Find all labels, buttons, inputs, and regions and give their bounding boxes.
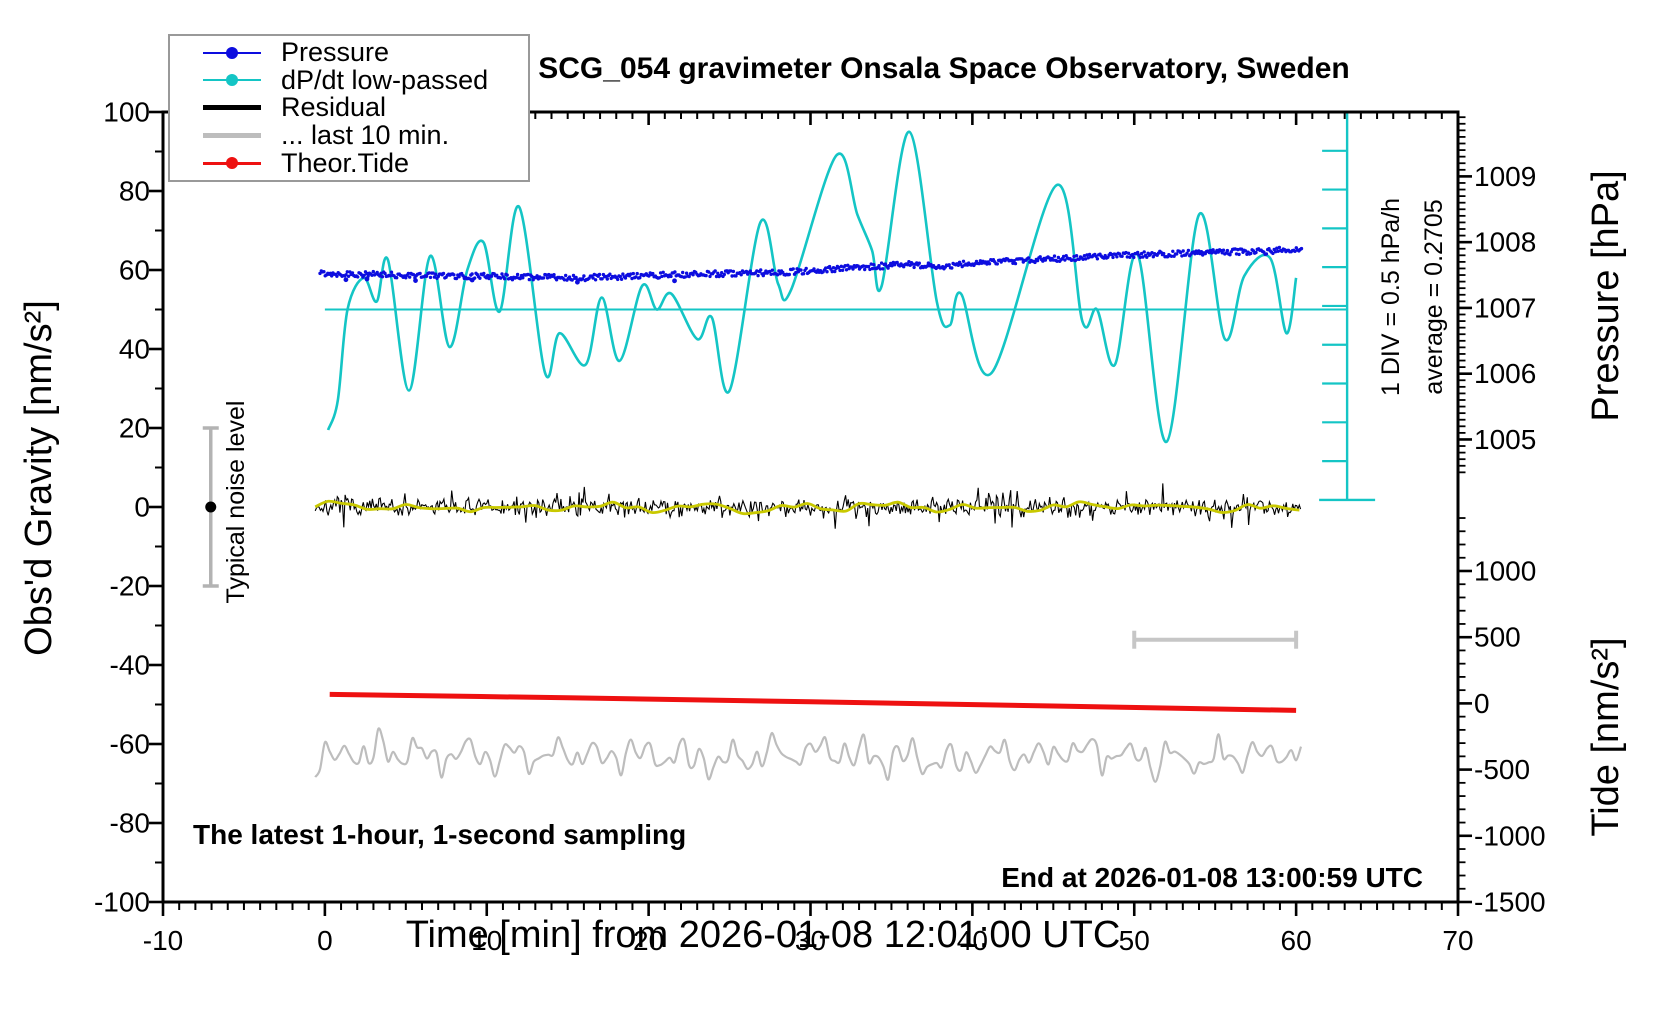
pressure-outlier-dot — [469, 277, 475, 283]
gravity-tick-label: -20 — [110, 571, 150, 602]
pressure-curve — [318, 245, 1304, 283]
legend-item-pressure: Pressure — [170, 37, 528, 68]
x-axis-title: Time [min] from 2026-01-08 12:01:00 UTC — [405, 914, 1121, 956]
pressure-tick-label: 1005 — [1474, 424, 1536, 455]
legend-item-last10: ... last 10 min. — [170, 120, 528, 151]
last10-trace — [314, 727, 1303, 783]
gravity-tick-label: 0 — [134, 492, 150, 523]
dpdt-curve — [326, 130, 1298, 444]
average-label: average = 0.2705 — [1419, 199, 1448, 395]
sampling-note: The latest 1-hour, 1-second sampling — [193, 819, 687, 850]
tide-tick-label: -500 — [1474, 754, 1530, 785]
theortide-line-swatch — [203, 157, 261, 170]
dpdt-line-swatch — [203, 74, 261, 87]
legend-label: Residual — [281, 92, 387, 123]
noise-level-label: Typical noise level — [221, 400, 250, 604]
theortide-dot-icon — [226, 157, 238, 170]
x-tick-label: 70 — [1442, 925, 1473, 956]
gravity-tick-label: 20 — [119, 413, 150, 444]
x-tick-label: 40 — [957, 925, 988, 956]
legend-item-dpdt: dP/dt low-passed — [170, 64, 528, 95]
tide-tick-label: -1500 — [1474, 887, 1546, 918]
pressure-dot-icon — [226, 46, 238, 59]
pressure-outlier-dot — [575, 279, 580, 285]
gravity-tick-label: 60 — [119, 255, 150, 286]
gravity-tick-label: -80 — [110, 808, 150, 839]
tide-tick-label: -1000 — [1474, 820, 1546, 851]
pressure-line-swatch — [203, 46, 261, 59]
gravity-tick-label: -60 — [110, 729, 150, 760]
chart-title: SCG_054 gravimeter Onsala Space Observat… — [538, 52, 1350, 85]
x-tick-label: 0 — [317, 925, 333, 956]
gravity-tick-label: 80 — [119, 176, 150, 207]
legend-label: ... last 10 min. — [281, 120, 450, 151]
end-time-note: End at 2026-01-08 13:00:59 UTC — [1001, 862, 1423, 893]
last10-line-swatch — [203, 133, 261, 139]
gravity-tick-label: 100 — [103, 97, 150, 128]
residual-line-swatch — [203, 105, 261, 111]
x-tick-label: 50 — [1119, 925, 1150, 956]
gravity-tick-label: 40 — [119, 334, 150, 365]
pressure-outlier-dot — [672, 278, 677, 284]
y-axis-title-tide: Tide [nm/s²] — [1585, 637, 1628, 837]
pressure-tick-label: 1009 — [1474, 161, 1536, 192]
x-tick-label: 30 — [795, 925, 826, 956]
tide-tick-label: 0 — [1474, 688, 1490, 719]
legend-item-theortide: Theor.Tide — [170, 147, 528, 178]
gravity-tick-label: -40 — [110, 650, 150, 681]
legend-item-residual: Residual — [170, 92, 528, 123]
x-tick-label: 20 — [633, 925, 664, 956]
dpdt-dot-icon — [226, 74, 238, 87]
x-tick-label: 60 — [1281, 925, 1312, 956]
residual-smooth-trace — [314, 499, 1300, 516]
pressure-tick-label: 1008 — [1474, 227, 1536, 258]
pressure-outlier-dot — [364, 276, 370, 282]
tide-tick-label: 1000 — [1474, 555, 1536, 586]
pressure-outlier-dot — [413, 278, 418, 283]
pressure-tick-label: 1007 — [1474, 292, 1536, 323]
legend-label: Theor.Tide — [281, 147, 410, 178]
legend-box: Pressure dP/dt low-passed Residual ... l… — [168, 34, 530, 182]
legend-label: dP/dt low-passed — [281, 64, 489, 95]
pressure-outlier-dot — [343, 277, 349, 283]
x-tick-label: -10 — [143, 925, 183, 956]
y-axis-title-gravity: Obs'd Gravity [nm/s²] — [18, 300, 61, 656]
tide-tick-label: 500 — [1474, 622, 1521, 653]
x-tick-label: 10 — [471, 925, 502, 956]
pressure-tick-label: 1006 — [1474, 358, 1536, 389]
gravity-tick-label: -100 — [94, 887, 150, 918]
tide-curve — [329, 691, 1297, 713]
y-axis-title-pressure: Pressure [hPa] — [1585, 170, 1628, 422]
noise-level-dot — [205, 501, 217, 513]
div-scale-label: 1 DIV = 0.5 hPa/h — [1376, 197, 1405, 397]
legend-label: Pressure — [281, 37, 390, 68]
